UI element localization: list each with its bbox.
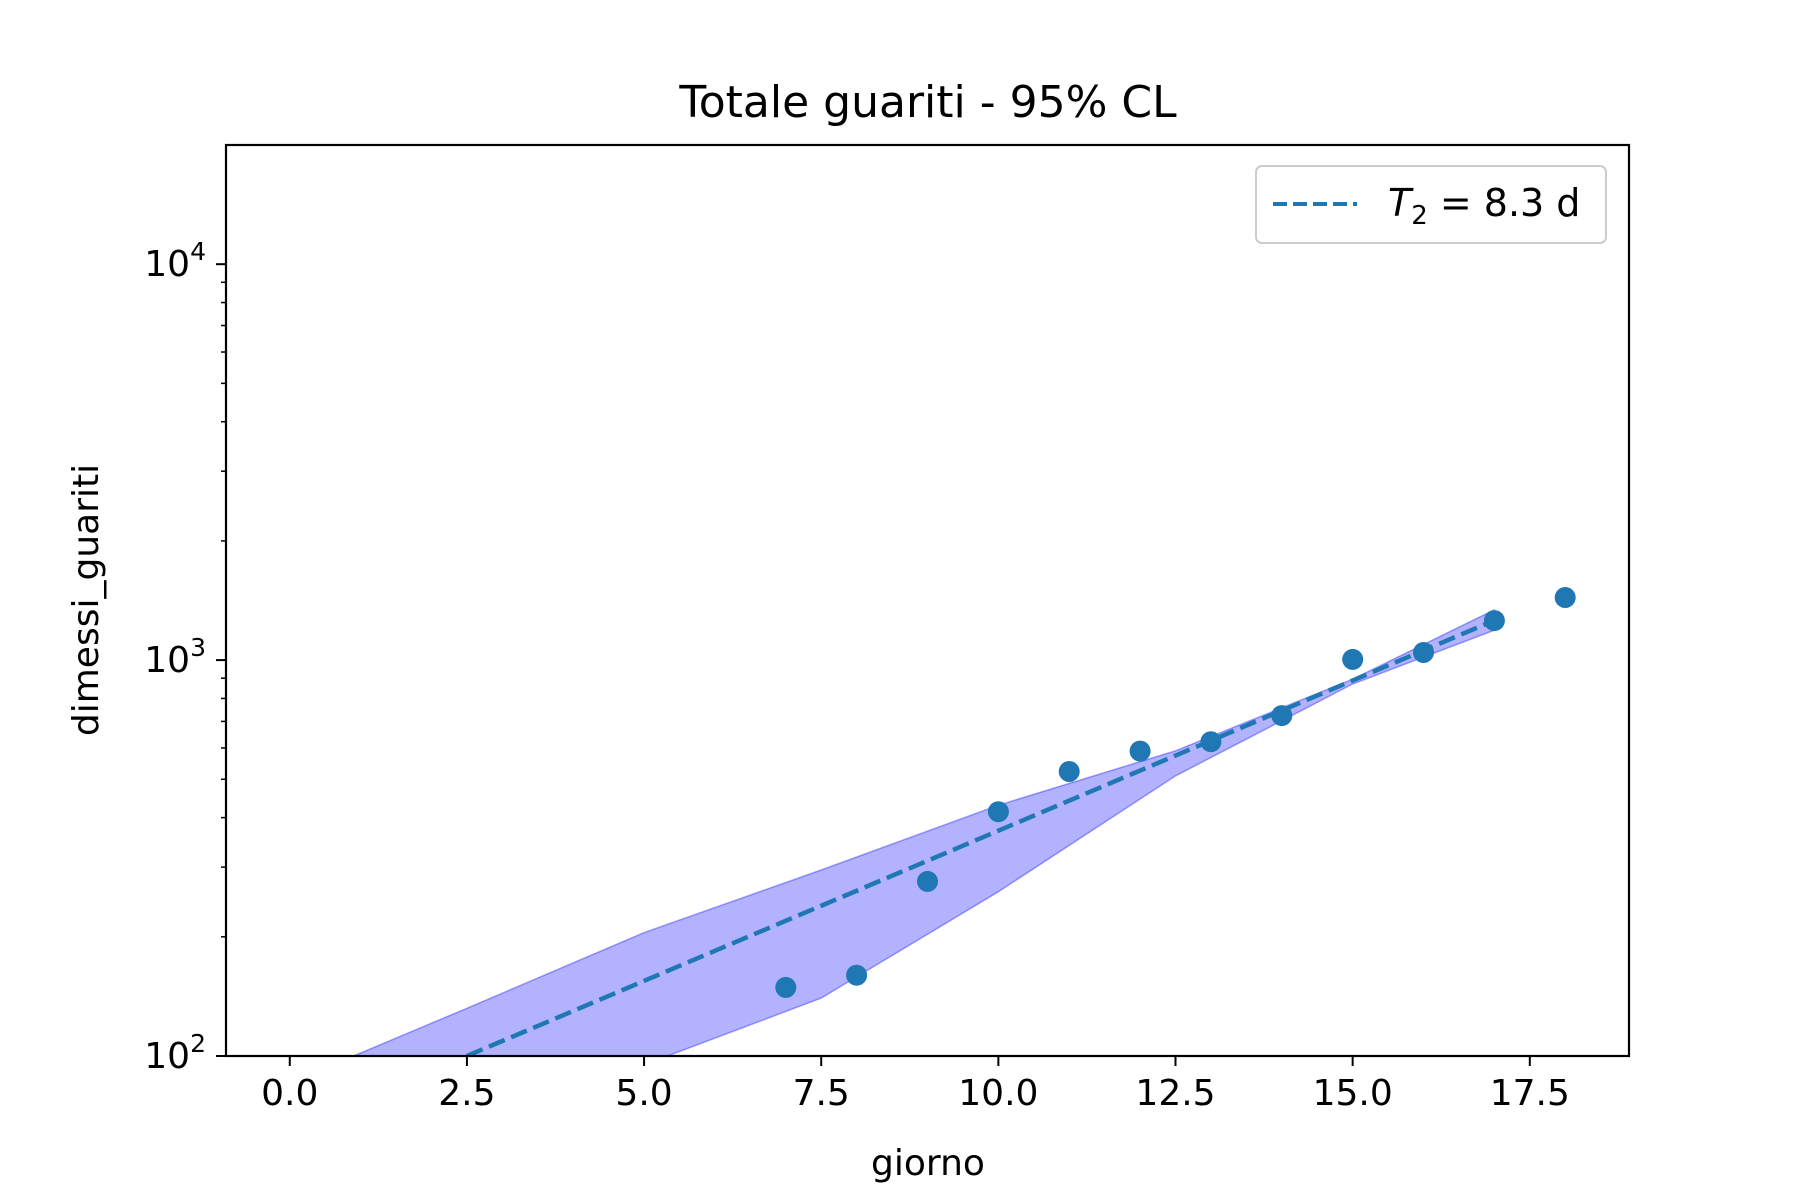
data-point (917, 870, 938, 892)
y-tick-label: 103 (144, 633, 206, 681)
x-tick-label: 15.0 (1313, 1073, 1393, 1114)
x-axis: 0.0 2.5 5.0 7.5 10.0 12.5 15.0 17.5 (261, 1056, 1570, 1114)
data-point (1413, 642, 1434, 663)
fit-line (466, 618, 1496, 1056)
plot-content (352, 587, 1576, 1056)
data-point (987, 801, 1009, 823)
legend-math-subscript: 2 (1411, 201, 1428, 231)
y-axis: 102 103 104 (144, 237, 226, 1077)
legend-entry-label: T2 = 8.3 d (1388, 181, 1580, 231)
x-tick-label: 0.0 (261, 1073, 318, 1114)
x-tick-label: 10.0 (958, 1073, 1038, 1114)
data-point (1271, 705, 1293, 727)
chart-title: Totale guariti - 95% CL (678, 77, 1177, 128)
plot-frame (224, 143, 1631, 1058)
x-tick-label: 7.5 (793, 1073, 850, 1114)
data-point (1554, 587, 1576, 608)
y-tick-label: 104 (144, 237, 206, 285)
data-point (846, 964, 868, 986)
x-tick-label: 2.5 (438, 1073, 495, 1114)
y-axis-label: dimessi_guariti (66, 464, 107, 736)
x-tick-label: 17.5 (1490, 1073, 1570, 1114)
data-point (1129, 740, 1151, 762)
data-point (1342, 648, 1364, 670)
x-tick-label: 5.0 (615, 1073, 672, 1114)
x-axis-label: giorno (871, 1143, 985, 1184)
data-point (1058, 761, 1080, 782)
legend-box (1255, 165, 1607, 244)
y-tick-label: 102 (144, 1029, 206, 1077)
data-point (775, 976, 797, 998)
legend-math-value: = 8.3 d (1428, 181, 1581, 225)
data-point (1483, 610, 1505, 632)
data-point (1200, 731, 1222, 753)
x-tick-label: 12.5 (1135, 1073, 1215, 1114)
legend: T2 = 8.3 d (1255, 165, 1607, 244)
legend-math-symbol: T (1388, 181, 1414, 225)
